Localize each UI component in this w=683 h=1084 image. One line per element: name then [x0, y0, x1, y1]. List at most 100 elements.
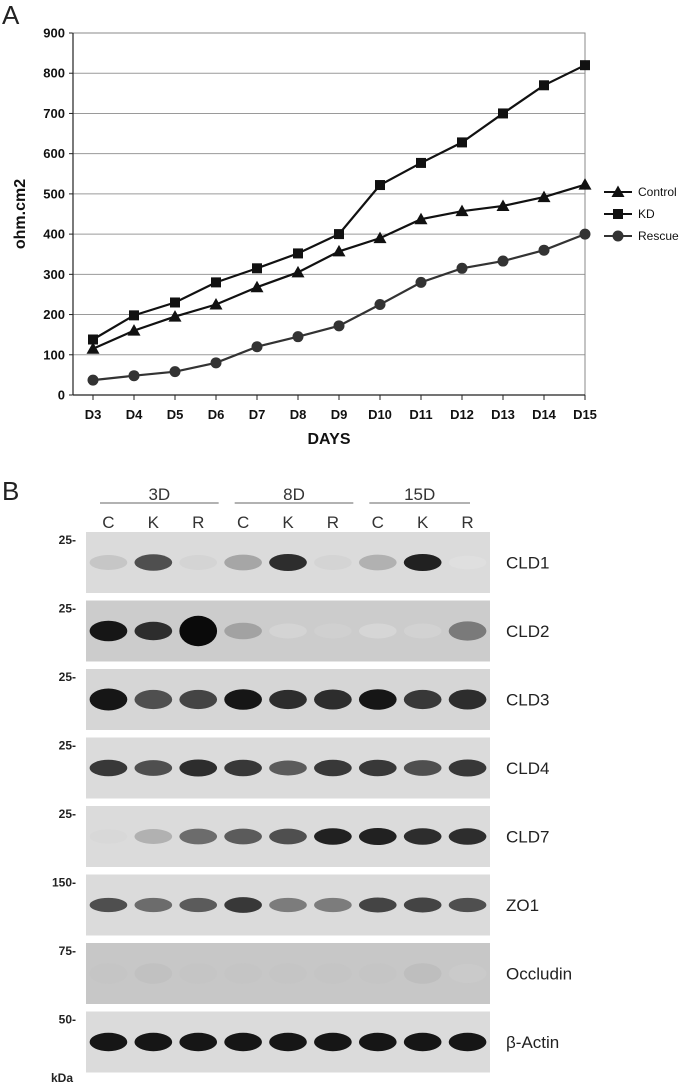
- data-point-rescue: [210, 357, 222, 369]
- protein-label: CLD3: [506, 691, 549, 710]
- series-rescue: [87, 228, 591, 386]
- band: [314, 897, 352, 913]
- band: [179, 689, 218, 710]
- mw-marker: 25-: [59, 739, 76, 753]
- data-point-rescue: [415, 276, 427, 288]
- band: [403, 1032, 442, 1052]
- band: [314, 828, 352, 845]
- band: [314, 963, 352, 984]
- lane-label: C: [372, 513, 384, 532]
- x-tick-label: D8: [290, 407, 307, 422]
- data-point-kd: [416, 157, 426, 168]
- blot-row-β-actin: 50- β-Actin: [59, 1011, 559, 1073]
- band: [134, 829, 173, 844]
- lane-label: K: [148, 513, 160, 532]
- protein-label: CLD4: [506, 759, 549, 778]
- x-tick-label: D12: [450, 407, 474, 422]
- band: [314, 623, 352, 639]
- band: [269, 1032, 307, 1052]
- legend-entry-kd: KD: [604, 207, 655, 221]
- data-point-rescue: [128, 370, 140, 382]
- band: [448, 555, 487, 570]
- legend-marker: [613, 209, 623, 219]
- x-tick-label: D11: [409, 407, 432, 422]
- group-label-3d: 3D: [148, 485, 170, 504]
- band: [89, 1032, 128, 1052]
- series-kd: [88, 60, 590, 345]
- band: [179, 1032, 218, 1052]
- band: [179, 555, 218, 570]
- y-tick-label: 600: [43, 146, 65, 161]
- blot-row-cld2: 25- CLD2: [59, 600, 549, 662]
- band: [403, 760, 442, 776]
- y-tick-label: 0: [58, 388, 65, 403]
- y-tick-label: 300: [43, 267, 65, 282]
- data-point-control: [496, 199, 510, 211]
- x-tick-label: D14: [532, 407, 557, 422]
- mw-marker: 75-: [59, 944, 76, 958]
- data-point-control: [537, 190, 551, 203]
- data-point-rescue: [579, 228, 591, 240]
- data-point-kd: [88, 334, 98, 345]
- band: [179, 828, 218, 845]
- band: [224, 554, 262, 571]
- data-point-control: [414, 212, 428, 225]
- data-point-control: [250, 280, 264, 293]
- protein-label: β-Actin: [506, 1033, 559, 1052]
- data-point-control: [86, 342, 100, 354]
- band: [448, 621, 487, 641]
- band: [134, 621, 173, 641]
- band: [89, 759, 128, 777]
- band: [358, 1032, 397, 1052]
- blot-row-zo1: 150- ZO1: [52, 874, 539, 936]
- band: [358, 963, 397, 984]
- band: [224, 897, 262, 913]
- band: [224, 963, 262, 984]
- series-line-kd: [92, 64, 586, 341]
- x-tick-label: D10: [368, 407, 392, 422]
- y-tick-label: 900: [43, 26, 65, 41]
- legend-label: Control: [638, 185, 677, 199]
- mw-marker: 25-: [59, 807, 76, 821]
- band: [179, 615, 218, 647]
- band: [134, 1032, 173, 1052]
- data-point-kd: [334, 229, 344, 240]
- lane-label: C: [102, 513, 114, 532]
- x-tick-label: D15: [573, 407, 597, 422]
- legend-entry-rescue: Rescue: [604, 229, 679, 243]
- band: [224, 689, 262, 710]
- band: [179, 963, 218, 984]
- data-point-control: [373, 231, 387, 244]
- mw-marker: 25-: [59, 533, 76, 547]
- panel-b-letter: B: [2, 476, 19, 506]
- lane-label: K: [417, 513, 429, 532]
- data-point-rescue: [374, 299, 386, 310]
- mw-marker: 50-: [59, 1013, 76, 1027]
- protein-label: CLD1: [506, 554, 549, 573]
- data-point-rescue: [87, 374, 99, 386]
- lane-label: R: [327, 513, 339, 532]
- legend-label: Rescue: [638, 229, 679, 243]
- band: [179, 897, 218, 913]
- y-tick-label: 500: [43, 186, 65, 201]
- band: [269, 553, 307, 572]
- x-tick-label: D5: [167, 407, 184, 422]
- data-point-rescue: [251, 341, 263, 353]
- y-tick-label: 800: [43, 66, 65, 81]
- legend-label: KD: [638, 207, 655, 221]
- x-tick-label: D3: [85, 407, 102, 422]
- band: [89, 963, 128, 984]
- band: [314, 759, 352, 777]
- band: [179, 759, 218, 777]
- band: [134, 760, 173, 776]
- band: [269, 828, 307, 845]
- band: [269, 623, 307, 639]
- series-control: [86, 178, 592, 354]
- data-point-kd: [170, 297, 180, 308]
- band: [224, 622, 262, 640]
- band: [358, 623, 397, 639]
- lane-label: R: [192, 513, 204, 532]
- blot-row-cld4: 25- CLD4: [59, 737, 549, 799]
- band: [403, 553, 442, 572]
- data-point-kd: [539, 80, 549, 91]
